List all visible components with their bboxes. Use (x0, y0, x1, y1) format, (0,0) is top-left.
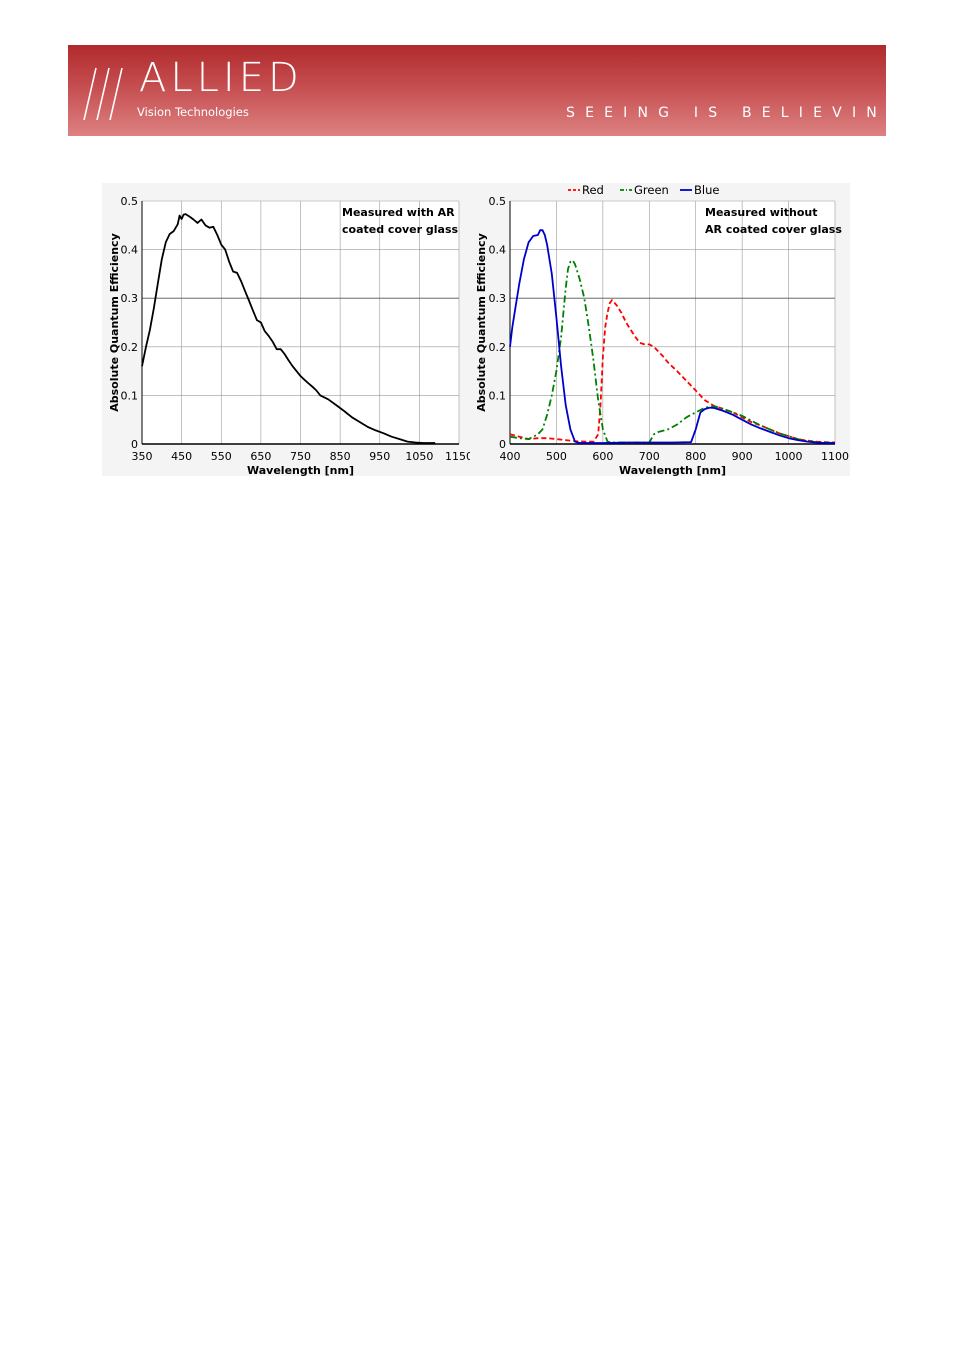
y-tick-label: 0 (131, 438, 138, 451)
series-line-green (509, 259, 836, 444)
chart-annotation: AR coated cover glass (705, 223, 842, 236)
y-tick-label: 0.1 (489, 389, 507, 402)
x-tick-label: 450 (171, 450, 192, 463)
x-tick-label: 500 (546, 450, 567, 463)
x-tick-label: 1100 (821, 450, 849, 463)
plot-area (510, 201, 835, 444)
x-tick-label: 650 (250, 450, 271, 463)
y-tick-label: 0.5 (489, 195, 507, 208)
y-tick-label: 0.4 (489, 244, 507, 257)
x-tick-label: 1000 (775, 450, 803, 463)
brand-name: ALLIED (139, 55, 303, 101)
x-tick-label: 400 (500, 450, 521, 463)
x-tick-label: 850 (330, 450, 351, 463)
legend-label: Blue (694, 183, 719, 197)
y-tick-label: 0.2 (489, 341, 507, 354)
legend-label: Red (582, 183, 604, 197)
x-tick-label: 550 (211, 450, 232, 463)
header-banner (68, 45, 886, 136)
tagline: SEEING IS BELIEVING (566, 105, 908, 121)
chart-annotation: Measured without (705, 206, 817, 219)
y-tick-label: 0.4 (121, 244, 139, 257)
x-tick-label: 1150 (445, 450, 473, 463)
x-axis-label: Wavelength [nm] (247, 464, 354, 477)
chart-annotation: Measured with AR (342, 206, 455, 219)
x-tick-label: 700 (639, 450, 660, 463)
x-tick-label: 950 (369, 450, 390, 463)
y-axis-label: Absolute Quantum Efficiency (475, 233, 488, 412)
brand-subtitle: Vision Technologies (137, 105, 249, 119)
x-tick-label: 750 (290, 450, 311, 463)
logo-slashes-icon (83, 67, 123, 121)
y-tick-label: 0.5 (121, 195, 139, 208)
legend-label: Green (634, 183, 669, 197)
chart-annotation: coated cover glass (342, 223, 459, 236)
y-tick-label: 0.2 (121, 341, 139, 354)
chart-1: 350 450 550 650 750 850 950 1050 1150 0 0.1 0.2 0.3 0… (102, 183, 473, 477)
x-tick-label: 900 (732, 450, 753, 463)
y-axis-label: Absolute Quantum Efficiency (108, 233, 121, 412)
x-tick-label: 600 (592, 450, 613, 463)
x-axis-label: Wavelength [nm] (619, 464, 726, 477)
chart-2: 400 500 600 700 800 900 1000 1100 0 0.1 0.2 0.3 0.4 0… (470, 183, 850, 477)
x-tick-label: 350 (132, 450, 153, 463)
y-tick-label: 0.1 (121, 389, 139, 402)
series-line-blue (509, 229, 835, 444)
series-line (141, 213, 436, 444)
x-tick-label: 1050 (405, 450, 433, 463)
qe-chart-mono: 350 450 550 650 750 850 950 1050 1150 0 0.1 0.2 0.3 0… (102, 183, 850, 477)
series-line-red (509, 299, 836, 444)
x-tick-label: 800 (685, 450, 706, 463)
y-tick-label: 0.3 (121, 292, 139, 305)
y-tick-label: 0.3 (489, 292, 507, 305)
y-tick-label: 0 (499, 438, 506, 451)
